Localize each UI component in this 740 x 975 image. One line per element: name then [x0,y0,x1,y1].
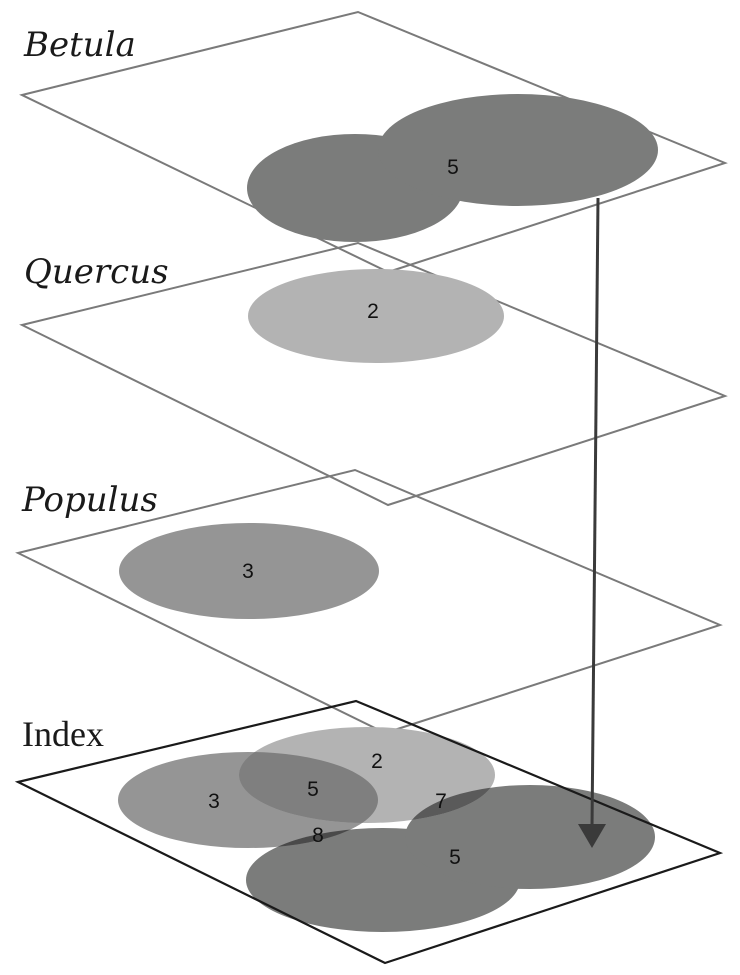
populus-title: Populus [21,480,158,520]
index-value-quercus: 2 [371,750,383,773]
populus-layer: 3 Populus [15,468,723,735]
index-value-populus-betula: 8 [312,824,324,847]
index-value-populus-quercus: 5 [307,778,319,801]
populus-shape [119,523,379,619]
index-overlay-shapes [118,727,655,932]
populus-value: 3 [242,560,254,583]
index-title: Index [22,714,104,754]
populus-plane [15,468,723,735]
quercus-title: Quercus [24,252,169,292]
betula-shape [247,94,658,242]
projection-arrow [578,197,606,848]
betula-title: Betula [23,25,136,65]
index-value-quercus-betula: 7 [435,790,447,813]
quercus-layer: 2 Quercus [19,241,728,507]
quercus-plane [19,241,728,507]
quercus-shape [248,269,504,363]
index-value-betula: 5 [449,846,461,869]
betula-value: 5 [447,156,459,179]
index-layer: Index 3 2 5 7 8 5 [14,699,724,965]
quercus-value: 2 [367,300,379,323]
index-value-populus: 3 [208,790,220,813]
index-plane [14,699,724,965]
betula-layer: 5 Betula [19,10,728,274]
